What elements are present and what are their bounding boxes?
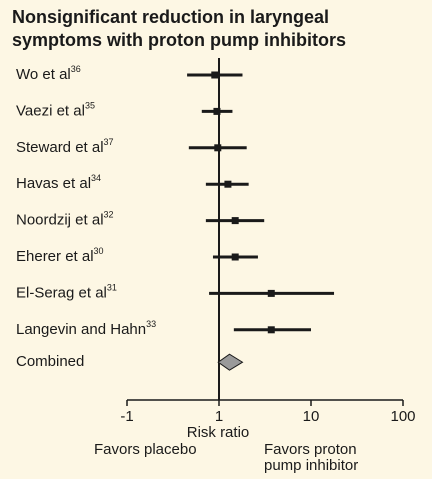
summary-label: Combined	[16, 353, 84, 370]
study-name: Langevin and Hahn	[16, 321, 146, 338]
right-note: Favors proton	[264, 441, 357, 458]
study-ref: 36	[71, 64, 81, 74]
x-tick-label: -1	[120, 408, 133, 425]
point-estimate	[213, 107, 221, 115]
chart-title: Nonsignificant reduction in laryngeal	[12, 7, 329, 27]
point-estimate	[214, 144, 222, 152]
right-note: pump inhibitor	[264, 457, 358, 474]
study-label: Noordzij et al32	[16, 210, 114, 229]
study-label: El-Serag et al31	[16, 283, 117, 302]
x-tick-label: 100	[390, 408, 415, 425]
study-label: Eherer et al30	[16, 246, 104, 265]
study-name: Noordzij et al	[16, 212, 104, 229]
study-ref: 34	[91, 174, 101, 184]
left-note: Favors placebo	[94, 441, 197, 458]
study-ref: 30	[94, 246, 104, 256]
study-name: Steward et al	[16, 139, 104, 156]
study-ref: 37	[104, 137, 114, 147]
study-label: Havas et al34	[16, 174, 101, 193]
study-name: Havas et al	[16, 175, 91, 192]
study-ref: 33	[146, 319, 156, 329]
x-tick-label: 10	[303, 408, 320, 425]
study-name: Eherer et al	[16, 248, 94, 265]
study-name: Vaezi et al	[16, 102, 85, 119]
study-name: Wo et al	[16, 66, 71, 83]
x-tick-label: 1	[215, 408, 223, 425]
point-estimate	[211, 71, 219, 79]
study-label: Steward et al37	[16, 137, 114, 156]
x-axis-label: Risk ratio	[187, 424, 250, 441]
point-estimate	[231, 217, 239, 225]
point-estimate	[267, 289, 275, 297]
study-label: Langevin and Hahn33	[16, 319, 156, 338]
study-label: Wo et al36	[16, 64, 81, 83]
point-estimate	[267, 326, 275, 334]
point-estimate	[231, 253, 239, 261]
study-ref: 31	[107, 283, 117, 293]
study-label: Vaezi et al35	[16, 101, 95, 120]
point-estimate	[224, 180, 232, 188]
chart-title: symptoms with proton pump inhibitors	[12, 30, 346, 50]
study-ref: 32	[104, 210, 114, 220]
study-name: El-Serag et al	[16, 284, 107, 301]
summary-diamond	[217, 353, 244, 371]
study-ref: 35	[85, 101, 95, 111]
